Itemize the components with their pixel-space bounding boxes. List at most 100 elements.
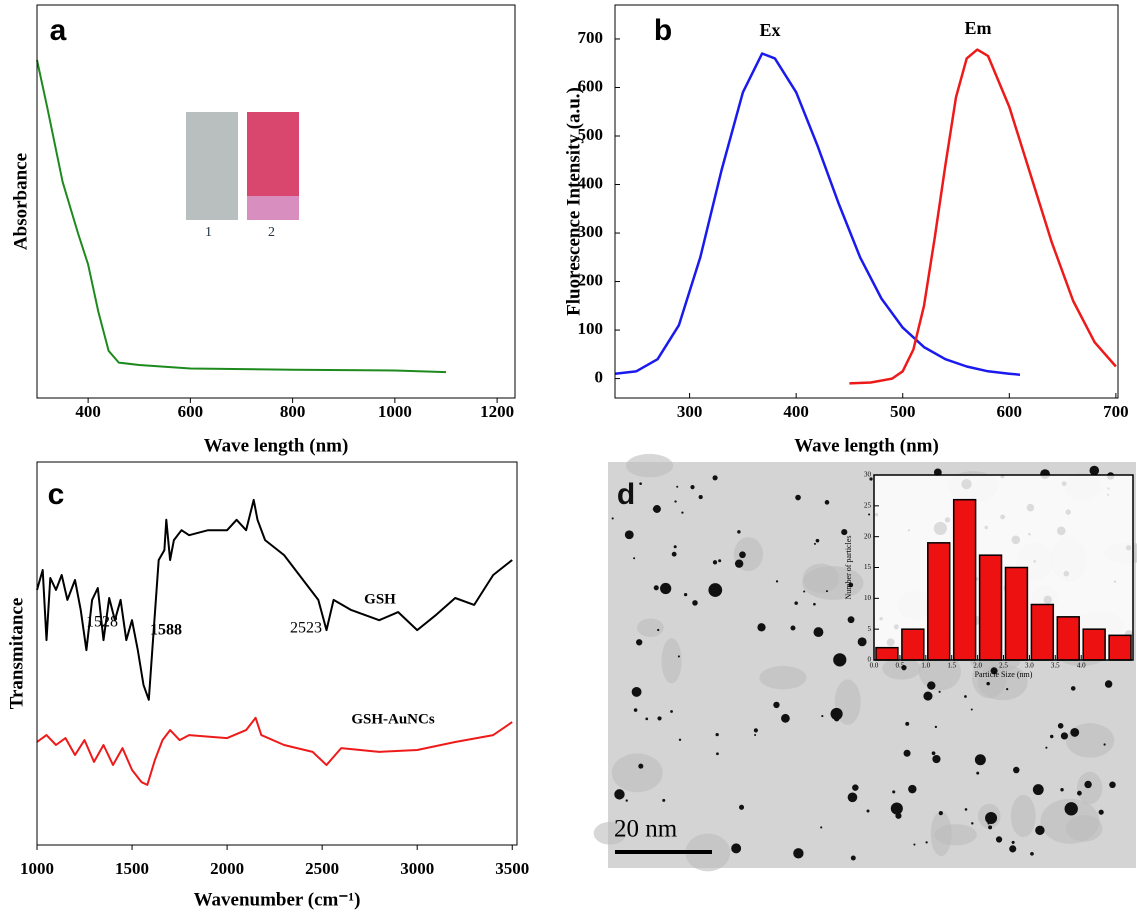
tem-particle — [1035, 825, 1045, 836]
tem-particle — [1089, 465, 1100, 476]
tem-particle — [913, 843, 916, 846]
tem-blob — [977, 663, 1028, 701]
tem-particle — [698, 495, 703, 500]
tem-particle — [611, 517, 614, 520]
tem-blob — [625, 453, 674, 478]
tem-particle — [738, 804, 745, 810]
tem-particle — [1084, 780, 1092, 789]
tem-particle — [754, 733, 757, 736]
plot-frame — [873, 474, 1134, 661]
tem-particle — [636, 639, 643, 646]
cuvette-2-base — [247, 196, 299, 220]
tem-particle — [803, 590, 806, 593]
tem-particle — [652, 505, 661, 513]
tem-particle — [645, 717, 649, 721]
panel-letter: c — [48, 478, 65, 511]
tem-particle — [934, 725, 938, 729]
tem-particle — [614, 789, 625, 800]
data-line — [36, 716, 513, 786]
tem-particle — [813, 627, 824, 638]
tem-particle — [830, 707, 843, 721]
tem-particle — [1013, 766, 1020, 774]
x-tick-label: 400 — [75, 402, 101, 421]
y-tick-label: 600 — [578, 76, 604, 95]
y-tick-label: 5 — [868, 625, 872, 633]
tem-particle — [673, 545, 677, 549]
tem-particle — [690, 485, 695, 490]
tem-particle — [825, 590, 828, 593]
tem-particle — [739, 551, 746, 559]
histogram-bar — [1004, 566, 1029, 661]
tem-particle — [923, 691, 933, 701]
tem-particle — [653, 585, 659, 591]
tem-particle — [715, 732, 719, 737]
tem-particle — [638, 763, 644, 769]
tem-particle — [734, 559, 744, 568]
tem-particle — [624, 530, 634, 540]
peak-annotation: 2523 — [290, 620, 322, 637]
x-tick-label: 3.5 — [1051, 662, 1060, 670]
tem-particle — [1060, 788, 1064, 792]
tem-particle — [657, 716, 662, 721]
tem-particle — [815, 538, 820, 543]
tem-particle — [1011, 840, 1015, 844]
x-axis-label: Particle Size (nm) — [975, 670, 1033, 679]
tem-blob — [759, 665, 807, 690]
histogram-bar — [1030, 603, 1055, 661]
tem-particle — [813, 542, 816, 545]
data-line — [614, 52, 1021, 376]
series-label: GSH — [364, 591, 396, 607]
x-tick-label: 700 — [1103, 402, 1129, 421]
x-tick-label: 2500 — [305, 859, 339, 878]
histogram-bar — [875, 646, 899, 661]
tem-particle — [677, 655, 680, 658]
x-tick-label: 300 — [677, 402, 703, 421]
x-tick-label: 0.0 — [870, 662, 879, 670]
y-tick-label: 400 — [578, 173, 604, 192]
data-line — [849, 48, 1117, 385]
tem-particle — [639, 482, 642, 486]
x-tick-label: 3000 — [400, 859, 434, 878]
tem-particle — [1030, 851, 1034, 856]
y-tick-label: 100 — [578, 319, 604, 338]
tem-particle — [795, 494, 801, 501]
tem-particle — [866, 809, 870, 813]
tem-particle — [775, 580, 779, 583]
tem-particle — [985, 812, 998, 825]
tem-particle — [990, 667, 998, 675]
x-tick-label: 500 — [890, 402, 916, 421]
x-tick-label: 1000 — [20, 859, 54, 878]
data-line — [36, 59, 447, 374]
tem-blob — [1040, 798, 1100, 844]
tem-particle — [712, 560, 718, 565]
scale-bar-label: 20 nm — [614, 816, 678, 843]
tem-blob — [593, 821, 627, 845]
tem-particle — [974, 754, 986, 766]
tem-particle — [1009, 845, 1017, 853]
tem-particle — [1064, 802, 1078, 816]
tem-particle — [908, 784, 917, 794]
plot-frame — [36, 461, 518, 846]
tem-particle — [1006, 688, 1009, 691]
peak-annotation: 1528 — [86, 614, 118, 631]
tem-blob — [661, 638, 682, 684]
tem-particle — [1077, 790, 1082, 796]
tem-particle — [975, 756, 979, 760]
tem-particle — [868, 513, 871, 516]
histogram-bar — [978, 554, 1003, 661]
tem-particle — [678, 738, 682, 741]
x-tick-label: 0.5 — [896, 662, 905, 670]
x-tick-label: 4.0 — [1077, 662, 1086, 670]
tem-particle — [794, 601, 798, 605]
tem-particle — [660, 582, 672, 595]
inset-label: 2 — [268, 225, 275, 240]
tem-particle — [1070, 727, 1080, 737]
tem-particle — [964, 808, 968, 811]
y-tick-label: 0 — [595, 367, 604, 386]
tem-particle — [932, 754, 941, 764]
tem-particle — [1032, 784, 1044, 796]
tem-particle — [773, 701, 780, 709]
series-label: GSH-AuNCs — [351, 711, 435, 727]
inset-label: 1 — [205, 225, 212, 240]
tem-particle — [848, 582, 854, 588]
